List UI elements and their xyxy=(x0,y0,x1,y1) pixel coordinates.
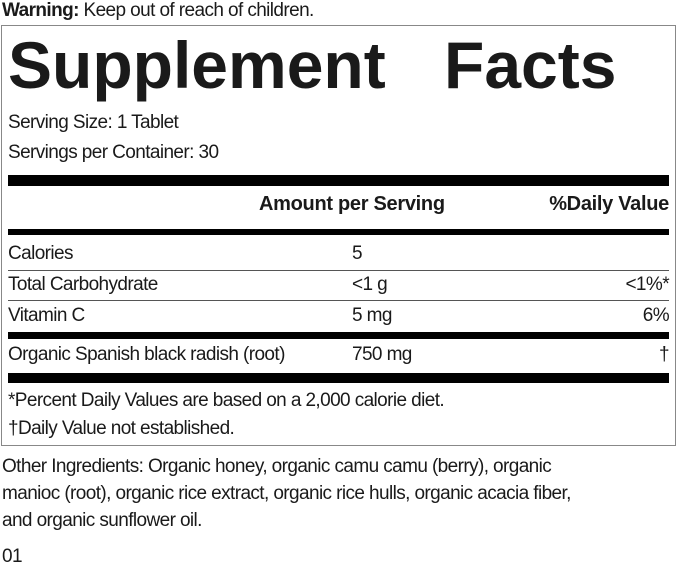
header-amount: Amount per Serving xyxy=(259,193,445,215)
row-dv: <1%* xyxy=(625,274,669,295)
row-amount: 5 mg xyxy=(352,305,392,326)
panel-title: Supplement Facts xyxy=(8,28,617,102)
row-name: Organic Spanish black radish (root) xyxy=(8,344,285,365)
other-ingredients: Other Ingredients: Organic honey, organi… xyxy=(2,456,552,477)
divider-medium xyxy=(8,332,669,339)
warning: Warning: Keep out of reach of children. xyxy=(2,0,314,22)
warning-text: Keep out of reach of children. xyxy=(83,0,315,21)
label-code: 01 xyxy=(2,546,23,567)
divider-thin xyxy=(8,300,669,301)
row-amount: 5 xyxy=(352,243,363,264)
divider-thick xyxy=(8,175,669,186)
header-daily-value: %Daily Value xyxy=(549,193,669,215)
row-name: Vitamin C xyxy=(8,305,85,326)
divider-medium xyxy=(8,229,669,235)
row-amount: <1 g xyxy=(352,274,388,295)
row-name: Total Carbohydrate xyxy=(8,274,158,295)
footnote: *Percent Daily Values are based on a 2,0… xyxy=(8,390,445,411)
warning-label: Warning: xyxy=(2,0,79,21)
row-amount: 750 mg xyxy=(352,344,412,365)
other-ingredients: and organic sunflower oil. xyxy=(2,510,202,531)
row-dv: 6% xyxy=(642,305,670,326)
other-ingredients: manioc (root), organic rice extract, org… xyxy=(2,483,571,504)
divider-thin xyxy=(8,270,669,271)
row-dv: † xyxy=(659,344,670,365)
divider-thick xyxy=(8,373,669,383)
row-name: Calories xyxy=(8,243,74,264)
serving-size: Serving Size: 1 Tablet xyxy=(8,112,179,133)
supplement-facts-panel xyxy=(1,25,676,446)
footnote: †Daily Value not established. xyxy=(8,418,235,439)
servings-per-container: Servings per Container: 30 xyxy=(8,142,219,163)
